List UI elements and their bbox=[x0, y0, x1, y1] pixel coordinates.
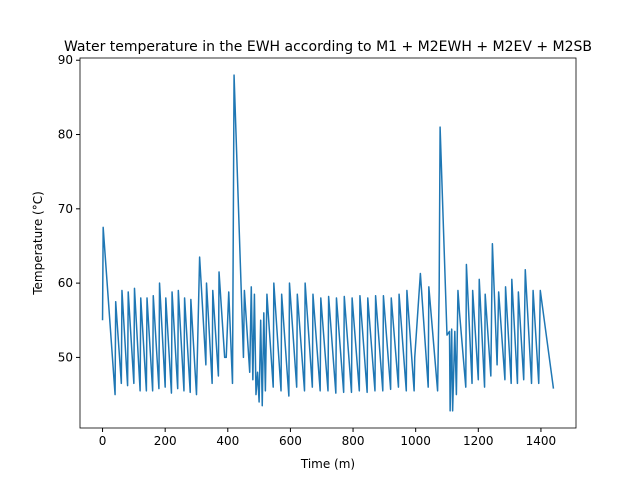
x-tick-label: 600 bbox=[279, 434, 302, 448]
y-tick-label: 90 bbox=[58, 53, 73, 67]
x-axis-label: Time (m) bbox=[300, 457, 355, 471]
line bbox=[101, 74, 555, 412]
y-tick-label: 60 bbox=[58, 276, 73, 290]
y-tick-label: 50 bbox=[58, 350, 73, 364]
chart-title: Water temperature in the EWH according t… bbox=[64, 39, 592, 55]
x-tick-label: 1000 bbox=[400, 434, 431, 448]
x-tick-label: 1200 bbox=[463, 434, 494, 448]
x-tick-label: 200 bbox=[154, 434, 177, 448]
y-tick-label: 70 bbox=[58, 202, 73, 216]
plot-frame bbox=[79, 57, 577, 429]
y-axis-label: Temperature (°C) bbox=[31, 191, 45, 296]
x-tick-label: 800 bbox=[342, 434, 365, 448]
x-tick-label: 0 bbox=[99, 434, 107, 448]
x-tick-label: 400 bbox=[216, 434, 239, 448]
y-tick-label: 80 bbox=[58, 128, 73, 142]
x-tick-label: 1400 bbox=[526, 434, 557, 448]
